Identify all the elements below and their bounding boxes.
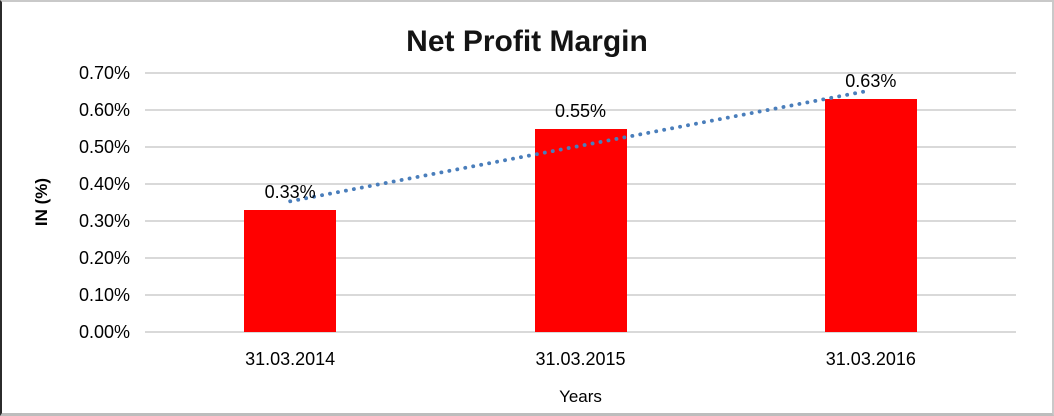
chart-title: Net Profit Margin	[406, 25, 648, 58]
x-axis-title: Years	[559, 387, 602, 406]
y-tick-label: 0.30%	[78, 211, 130, 231]
bar	[244, 209, 337, 332]
y-tick-label: 0.10%	[78, 285, 130, 305]
y-tick-label: 0.50%	[78, 137, 130, 157]
bar-value-label: 0.55%	[554, 100, 607, 121]
bar	[824, 98, 917, 332]
x-tick-label: 31.03.2016	[825, 349, 916, 369]
bar	[534, 128, 627, 332]
bar-value-label: 0.33%	[264, 181, 316, 202]
y-tick-label: 0.70%	[78, 63, 130, 83]
bar-value-label: 0.63%	[845, 70, 897, 91]
y-tick-label: 0.40%	[78, 174, 130, 194]
x-tick-label: 31.03.2015	[535, 349, 626, 369]
gridline	[145, 331, 1016, 333]
y-tick-label: 0.20%	[78, 248, 130, 268]
x-tick-label: 31.03.2014	[245, 349, 336, 369]
y-tick-label: 0.60%	[78, 100, 130, 120]
gridline	[145, 72, 1016, 74]
y-tick-label: 0.00%	[78, 322, 130, 342]
